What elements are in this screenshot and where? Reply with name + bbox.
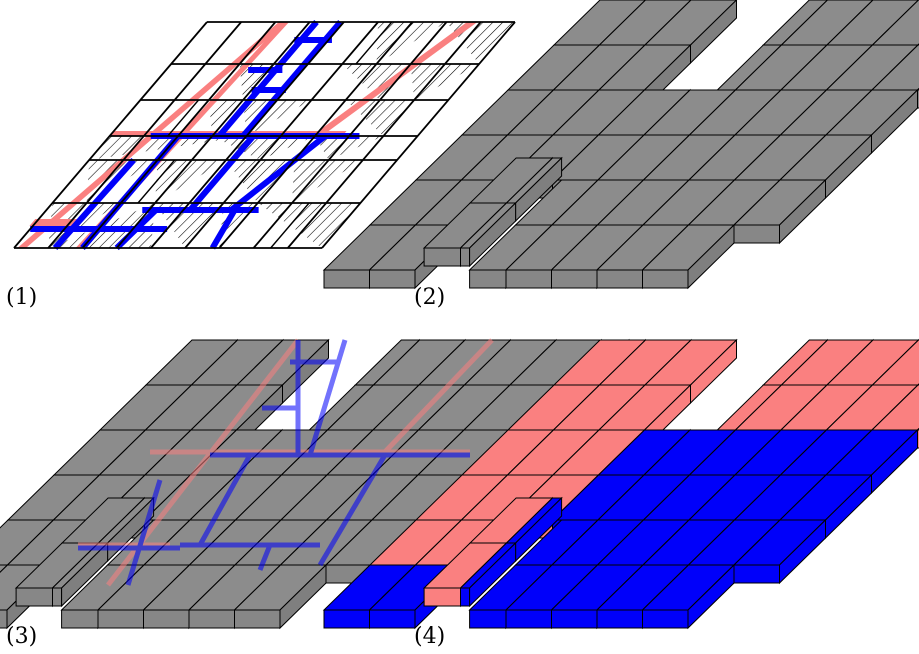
block-front-face (642, 609, 689, 629)
block-side-face (469, 201, 517, 268)
panel-2-gray-blocks (322, 0, 919, 290)
red-path (311, 22, 478, 136)
grid-col-line (47, 21, 242, 249)
block-front-face (369, 269, 416, 289)
hatch-region (292, 160, 363, 203)
grid-lines (13, 21, 516, 249)
block-side-face (61, 541, 109, 608)
block-front-face (188, 609, 235, 629)
blue-path (307, 339, 348, 456)
panel-1-grid-diagram (13, 20, 516, 251)
blue-path (52, 158, 136, 250)
block-front-face (369, 609, 416, 629)
block-front-face (52, 587, 63, 607)
grid-col-line (184, 21, 379, 249)
block-front-face (234, 609, 281, 629)
block-front-face (733, 224, 780, 244)
grid-col-line (252, 21, 448, 249)
block-front-face (596, 269, 643, 289)
block-front-face (596, 609, 643, 629)
blue-path (125, 479, 163, 586)
panel-label-3: (3) (6, 624, 37, 649)
hatch-region (345, 100, 415, 136)
block-front-face (505, 269, 552, 289)
block-front-face (551, 269, 598, 289)
grid-sub-line (167, 99, 200, 137)
hatch-region (446, 22, 515, 64)
cut-paths (17, 20, 478, 251)
blue-path (317, 453, 388, 567)
grid-col-line (115, 21, 311, 249)
block-front-face (460, 587, 471, 607)
hatch-region (155, 160, 226, 203)
hatch-region (315, 136, 384, 160)
block-front-face (143, 609, 190, 629)
block-front-face (323, 609, 370, 629)
block-side-face (687, 223, 735, 290)
panel-4-colored-blocks (322, 338, 919, 630)
block-side-face (279, 563, 327, 630)
grid-sub-line (137, 159, 176, 204)
blue-path (229, 133, 328, 213)
blue-path (209, 208, 238, 250)
block-side-face (469, 541, 517, 608)
block-front-face (61, 609, 99, 629)
block-front-face (15, 587, 53, 607)
grid-sub-line (355, 21, 393, 65)
block-front-face (642, 269, 689, 289)
grid-col-line (287, 21, 482, 249)
hatch-region (410, 64, 480, 100)
grid-col-line (13, 21, 208, 249)
red-path (380, 338, 494, 457)
block-front-face (551, 609, 598, 629)
block-front-face (733, 564, 780, 584)
block-side-face (779, 518, 826, 585)
grid-col-line (321, 21, 516, 249)
hatch-region (86, 160, 158, 203)
grid-col-line (81, 21, 277, 249)
block-front-face (323, 269, 370, 289)
block-front-face (469, 269, 507, 289)
hatch-region (212, 136, 315, 160)
hatch-region (376, 22, 447, 64)
block-front-face (423, 587, 461, 607)
block-side-face (687, 563, 735, 630)
grid-sub-line (270, 202, 310, 249)
grid-col-line (150, 21, 345, 249)
panel-label-2: (2) (414, 285, 445, 310)
block-front-face (423, 247, 461, 267)
blue-path (197, 453, 253, 547)
panel-label-1: (1) (6, 285, 37, 310)
red-path (29, 219, 80, 226)
block-front-face (469, 609, 507, 629)
blue-path (187, 134, 256, 212)
block-front-face (505, 609, 552, 629)
hatch-region (243, 100, 312, 136)
translucent-paths (78, 338, 494, 587)
block-side-face (779, 178, 826, 245)
hatch-region (155, 203, 224, 248)
grid-col-line (218, 21, 414, 249)
block-front-face (460, 247, 471, 267)
panel-label-4: (4) (414, 624, 445, 649)
blue-path (257, 544, 273, 571)
block-front-face (97, 609, 144, 629)
hatch-region (342, 64, 411, 100)
